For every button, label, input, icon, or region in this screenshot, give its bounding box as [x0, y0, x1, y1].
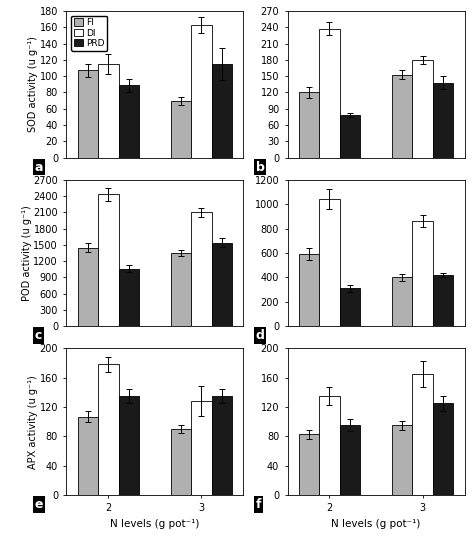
X-axis label: N levels (g pot⁻¹): N levels (g pot⁻¹) [331, 519, 421, 529]
Y-axis label: SOD activity (u g⁻¹): SOD activity (u g⁻¹) [28, 36, 38, 132]
Y-axis label: POD activity (u g⁻¹): POD activity (u g⁻¹) [22, 205, 32, 301]
Bar [392, 75, 412, 158]
Bar [78, 248, 98, 326]
Text: e: e [35, 498, 43, 511]
Legend: FI, DI, PRD: FI, DI, PRD [71, 15, 108, 51]
Bar [340, 288, 360, 326]
Bar [118, 396, 139, 495]
Bar [299, 92, 319, 158]
Bar [98, 194, 118, 326]
Bar [212, 243, 232, 326]
Bar [98, 365, 118, 495]
Bar [118, 269, 139, 326]
Bar [319, 396, 340, 495]
Bar [412, 60, 433, 158]
Text: c: c [35, 329, 42, 342]
Bar [433, 275, 453, 326]
Text: b: b [255, 161, 264, 174]
Bar [191, 401, 212, 495]
Bar [171, 253, 191, 326]
Bar [433, 403, 453, 495]
Bar [191, 25, 212, 158]
Bar [212, 396, 232, 495]
Bar [212, 64, 232, 158]
Bar [299, 434, 319, 495]
Text: f: f [255, 498, 261, 511]
Bar [171, 101, 191, 158]
Bar [433, 82, 453, 158]
Bar [412, 221, 433, 326]
Y-axis label: APX activity (u g⁻¹): APX activity (u g⁻¹) [28, 375, 38, 469]
Bar [98, 64, 118, 158]
Bar [340, 425, 360, 495]
Bar [319, 199, 340, 326]
Text: a: a [35, 161, 43, 174]
Bar [78, 416, 98, 495]
Bar [319, 29, 340, 158]
Text: d: d [255, 329, 264, 342]
Bar [299, 254, 319, 326]
Bar [392, 425, 412, 495]
Bar [412, 374, 433, 495]
X-axis label: N levels (g pot⁻¹): N levels (g pot⁻¹) [110, 519, 200, 529]
Bar [171, 429, 191, 495]
Bar [392, 277, 412, 326]
Bar [340, 116, 360, 158]
Bar [191, 212, 212, 326]
Bar [118, 85, 139, 158]
Bar [78, 70, 98, 158]
